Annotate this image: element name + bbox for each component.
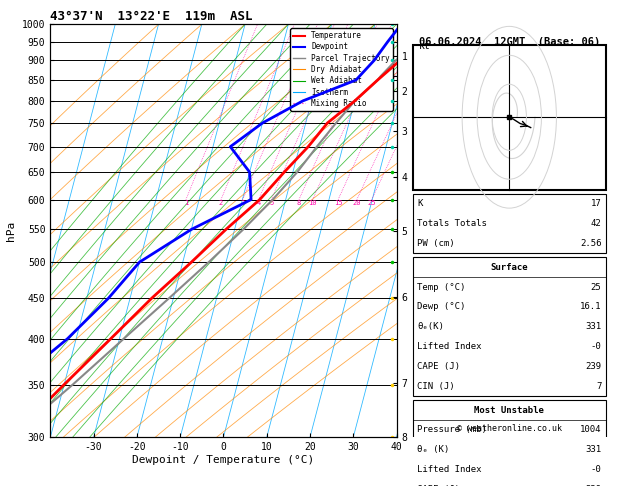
Text: -0: -0 (591, 342, 601, 351)
Text: Lifted Index: Lifted Index (417, 465, 482, 474)
Text: Temp (°C): Temp (°C) (417, 282, 465, 292)
Text: CIN (J): CIN (J) (417, 382, 455, 391)
Legend: Temperature, Dewpoint, Parcel Trajectory, Dry Adiabat, Wet Adiabat, Isotherm, Mi: Temperature, Dewpoint, Parcel Trajectory… (291, 28, 392, 111)
Text: PW (cm): PW (cm) (417, 239, 455, 248)
Text: 25: 25 (367, 200, 376, 206)
Text: 2: 2 (219, 200, 223, 206)
Text: Dewp (°C): Dewp (°C) (417, 302, 465, 312)
Text: K: K (417, 199, 423, 208)
Text: 42: 42 (591, 219, 601, 228)
Text: 4: 4 (257, 200, 261, 206)
Text: 1004: 1004 (580, 425, 601, 434)
Text: 2.56: 2.56 (580, 239, 601, 248)
Text: 3: 3 (240, 200, 245, 206)
Text: Most Unstable: Most Unstable (474, 406, 544, 415)
Text: Lifted Index: Lifted Index (417, 342, 482, 351)
Text: Totals Totals: Totals Totals (417, 219, 487, 228)
Text: 331: 331 (586, 322, 601, 331)
Text: θₑ (K): θₑ (K) (417, 445, 449, 454)
Bar (413, 400, 606, 486)
Text: 8: 8 (297, 200, 301, 206)
Text: 239: 239 (586, 485, 601, 486)
Text: 16.1: 16.1 (580, 302, 601, 312)
X-axis label: Dewpoint / Temperature (°C): Dewpoint / Temperature (°C) (132, 455, 314, 465)
Text: 239: 239 (586, 362, 601, 371)
Text: Pressure (mb): Pressure (mb) (417, 425, 487, 434)
Text: kt: kt (420, 41, 431, 51)
Bar (413, 45, 606, 190)
Bar (413, 194, 606, 253)
Text: 1: 1 (184, 200, 188, 206)
Text: CAPE (J): CAPE (J) (417, 485, 460, 486)
Y-axis label: hPa: hPa (6, 221, 16, 241)
Text: -0: -0 (591, 465, 601, 474)
Text: 15: 15 (334, 200, 342, 206)
Text: 43°37'N  13°22'E  119m  ASL: 43°37'N 13°22'E 119m ASL (50, 10, 253, 23)
Text: 10: 10 (308, 200, 317, 206)
Text: 20: 20 (353, 200, 361, 206)
Text: 5: 5 (269, 200, 274, 206)
Text: 331: 331 (586, 445, 601, 454)
Text: 06.06.2024  12GMT  (Base: 06): 06.06.2024 12GMT (Base: 06) (419, 37, 600, 47)
Text: © weatheronline.co.uk: © weatheronline.co.uk (457, 424, 562, 434)
Text: 17: 17 (591, 199, 601, 208)
Text: θₑ(K): θₑ(K) (417, 322, 444, 331)
Text: Surface: Surface (491, 263, 528, 272)
Text: 25: 25 (591, 282, 601, 292)
Text: 7: 7 (596, 382, 601, 391)
Text: CAPE (J): CAPE (J) (417, 362, 460, 371)
Bar (413, 257, 606, 396)
